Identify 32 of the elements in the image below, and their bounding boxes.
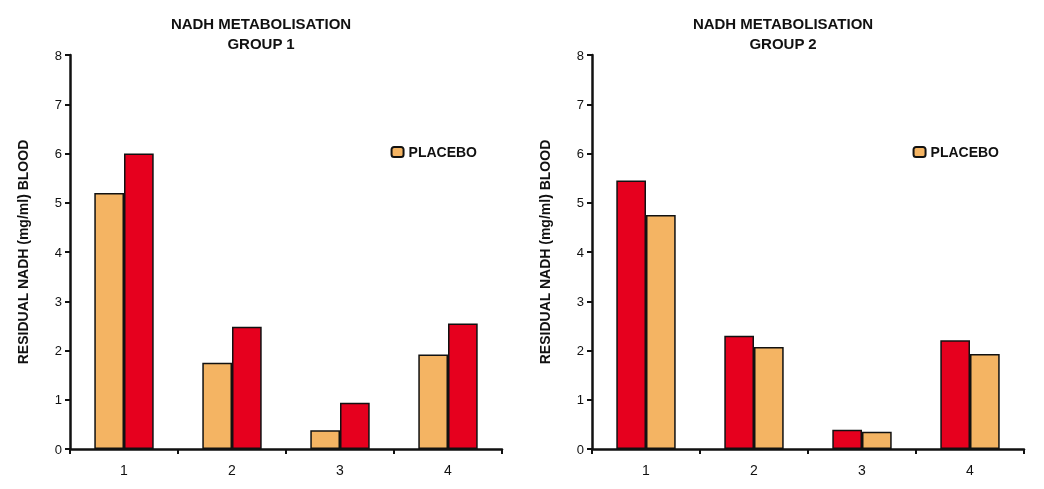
chart-title: NADH METABOLISATION GROUP 2 xyxy=(692,14,874,52)
y-axis-title: RESIDUAL NADH (mg/ml) BLOOD xyxy=(15,139,31,365)
y-tick-label: 5 xyxy=(54,195,62,211)
y-tick-label: 5 xyxy=(576,195,584,211)
y-tick-label: 1 xyxy=(54,392,62,408)
legend-label: PLACEBO xyxy=(408,144,478,160)
y-tick-label: 0 xyxy=(54,441,62,457)
x-tick-label: 3 xyxy=(858,462,867,478)
y-tick-label: 8 xyxy=(54,47,62,63)
y-tick-label: 0 xyxy=(576,441,584,457)
y-tick-label: 6 xyxy=(54,146,62,161)
x-tick-label: 1 xyxy=(642,462,651,478)
y-tick-label: 4 xyxy=(576,244,584,260)
x-tick-label: 2 xyxy=(750,462,759,478)
x-tick-label: 1 xyxy=(120,462,129,478)
y-tick-label: 7 xyxy=(576,96,584,112)
y-tick-label: 7 xyxy=(54,96,62,112)
x-tick-label: 4 xyxy=(966,462,975,478)
x-tick-label: 3 xyxy=(336,462,345,478)
x-tick-label: 2 xyxy=(228,462,237,478)
y-axis-title: RESIDUAL NADH (mg/ml) BLOOD xyxy=(537,139,553,365)
y-tick-label: 3 xyxy=(576,293,584,309)
y-tick-label: 1 xyxy=(576,392,584,408)
y-tick-label: 8 xyxy=(576,47,584,63)
chart-title: NADH METABOLISATION GROUP 1 xyxy=(170,14,352,52)
y-tick-label: 2 xyxy=(576,343,584,358)
y-tick-label: 6 xyxy=(576,146,584,161)
y-tick-label: 3 xyxy=(54,293,62,309)
legend-label: PLACEBO xyxy=(930,144,1000,160)
y-tick-label: 2 xyxy=(54,343,62,358)
x-tick-label: 4 xyxy=(444,462,453,478)
y-tick-label: 4 xyxy=(54,244,62,260)
